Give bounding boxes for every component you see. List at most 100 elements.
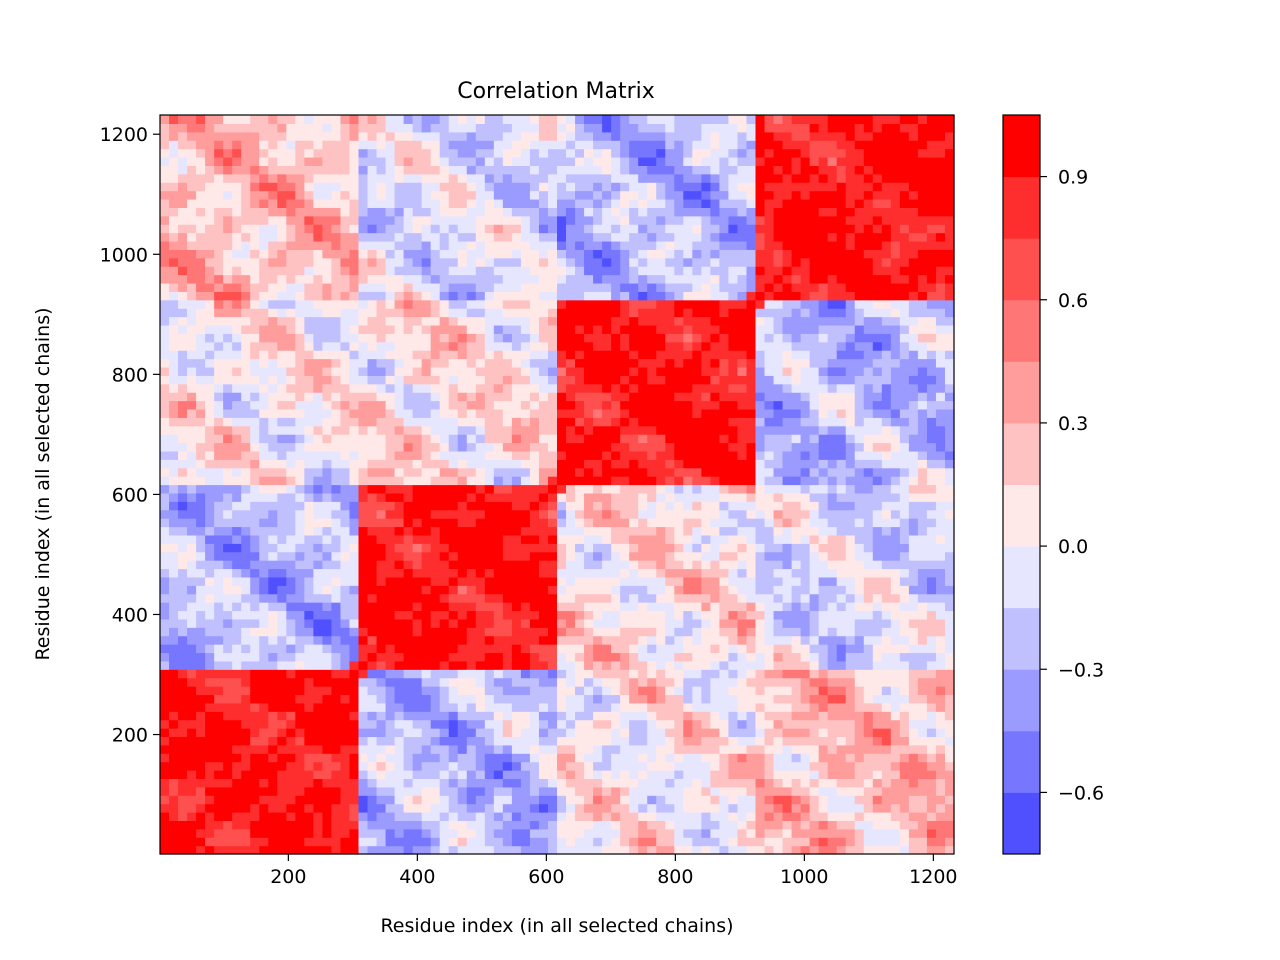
heatmap-cell [575, 753, 585, 763]
heatmap-cell [304, 375, 314, 385]
heatmap-cell [638, 845, 648, 855]
heatmap-cell [223, 845, 233, 855]
heatmap-cell [340, 837, 351, 847]
heatmap-cell [448, 770, 459, 780]
heatmap-cell [250, 425, 260, 435]
heatmap-cell [412, 492, 423, 502]
heatmap-cell [448, 719, 459, 729]
heatmap-cell [394, 274, 405, 284]
heatmap-cell [575, 131, 585, 141]
heatmap-cell [223, 131, 233, 141]
heatmap-cell [232, 660, 242, 670]
heatmap-cell [430, 686, 441, 696]
heatmap-cell [196, 509, 206, 519]
heatmap-cell [656, 123, 666, 133]
heatmap-cell [268, 417, 278, 427]
heatmap-cell [367, 702, 378, 712]
heatmap-cell [593, 350, 603, 360]
heatmap-cell [629, 207, 639, 217]
heatmap-cell [656, 140, 666, 150]
heatmap-cell [584, 484, 594, 494]
heatmap-cell [638, 165, 648, 175]
heatmap-cell [160, 711, 170, 721]
heatmap-cell [593, 492, 603, 502]
heatmap-cell [566, 182, 576, 192]
heatmap-cell [557, 207, 567, 217]
heatmap-cell [647, 240, 657, 250]
heatmap-cell [205, 165, 215, 175]
heatmap-cell [502, 476, 513, 486]
heatmap-cell [557, 618, 567, 628]
heatmap-cell [322, 837, 333, 847]
heatmap-cell [241, 333, 251, 343]
heatmap-cell [205, 274, 215, 284]
heatmap-cell [322, 215, 333, 225]
heatmap-cell [394, 476, 405, 486]
heatmap-cell [475, 618, 486, 628]
heatmap-cell [421, 593, 432, 603]
heatmap-cell [367, 282, 378, 292]
heatmap-cell [349, 828, 360, 838]
heatmap-cell [439, 711, 450, 721]
heatmap-cell [529, 669, 540, 679]
heatmap-cell [367, 795, 378, 805]
heatmap-cell [520, 434, 531, 444]
heatmap-cell [520, 761, 531, 771]
heatmap-cell [295, 198, 305, 208]
heatmap-cell [304, 803, 314, 813]
heatmap-cell [367, 551, 378, 561]
heatmap-cell [304, 467, 314, 477]
heatmap-cell [538, 501, 549, 511]
heatmap-cell [611, 593, 621, 603]
heatmap-cell [340, 761, 351, 771]
heatmap-cell [358, 316, 369, 326]
heatmap-cell [593, 652, 603, 662]
heatmap-cell [340, 476, 351, 486]
heatmap-cell [268, 358, 278, 368]
heatmap-cell [358, 812, 369, 822]
heatmap-cell [656, 736, 666, 746]
heatmap-cell [430, 450, 441, 460]
heatmap-cell [421, 198, 432, 208]
heatmap-cell [538, 148, 549, 158]
heatmap-cell [277, 123, 287, 133]
heatmap-cell [241, 375, 251, 385]
heatmap-cell [466, 308, 477, 318]
heatmap-cell [403, 257, 414, 267]
heatmap-cell [638, 198, 648, 208]
heatmap-cell [367, 509, 378, 519]
heatmap-cell [566, 190, 576, 200]
heatmap-cell [656, 148, 666, 158]
heatmap-cell [439, 677, 450, 687]
heatmap-cell [259, 694, 269, 704]
heatmap-cell [584, 392, 594, 402]
heatmap-cell [584, 341, 594, 351]
heatmap-cell [286, 375, 296, 385]
heatmap-cell [376, 812, 387, 822]
heatmap-cell [403, 711, 414, 721]
heatmap-cell [196, 190, 206, 200]
heatmap-cell [466, 266, 477, 276]
heatmap-cell [475, 551, 486, 561]
heatmap-cell [620, 207, 630, 217]
heatmap-cell [584, 610, 594, 620]
heatmap-cell [593, 820, 603, 830]
heatmap-cell [466, 459, 477, 469]
heatmap-cell [367, 526, 378, 536]
heatmap-cell [376, 408, 387, 418]
heatmap-cell [313, 728, 324, 738]
heatmap-cell [367, 358, 378, 368]
heatmap-cell [340, 576, 351, 586]
heatmap-cell [313, 837, 324, 847]
heatmap-cell [647, 492, 657, 502]
heatmap-cell [250, 123, 260, 133]
heatmap-cell [656, 198, 666, 208]
heatmap-cell [214, 392, 224, 402]
heatmap-cell [412, 753, 423, 763]
heatmap-cell [566, 173, 576, 183]
heatmap-cell [277, 207, 287, 217]
heatmap-cell [475, 686, 486, 696]
heatmap-cell [322, 165, 333, 175]
heatmap-cell [629, 341, 639, 351]
heatmap-cell [205, 660, 215, 670]
